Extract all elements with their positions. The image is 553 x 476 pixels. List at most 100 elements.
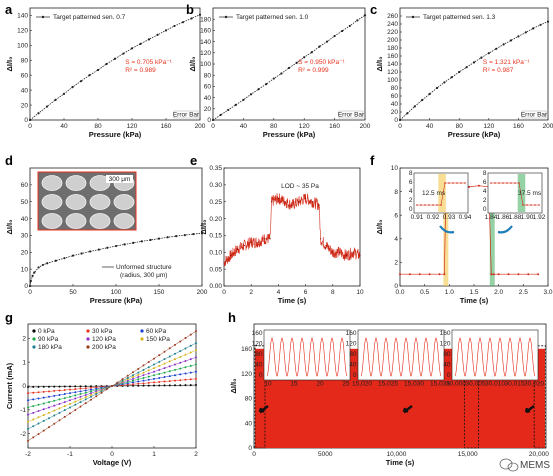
inset-y-tick: 80 — [255, 351, 263, 358]
plot-frame-a — [29, 7, 201, 121]
data-point-g — [147, 381, 150, 384]
y-tick-label: 200 — [387, 37, 398, 44]
x-tick-label: 120 — [299, 123, 310, 130]
data-point-g — [158, 376, 161, 379]
data-point-g — [184, 366, 187, 369]
inset-line — [454, 337, 536, 377]
data-point-a — [130, 47, 134, 50]
inset-y-tick: 6 — [409, 179, 413, 186]
x-tick-label: 120 — [127, 123, 138, 130]
data-point-g — [189, 333, 192, 336]
data-point-g — [37, 416, 40, 419]
data-point-b — [348, 24, 351, 28]
data-point-g — [69, 402, 71, 405]
chart-panel-f: 0.0 0.5 1.0 1.5 2.0 2.5 3.0 0 2 4 6 8 10 Time (s) ΔI/I… — [375, 165, 553, 305]
y-tick-label: 0 — [24, 283, 28, 290]
y-tick-label: 160 — [387, 53, 398, 60]
data-point-g — [32, 385, 35, 388]
inset-point — [464, 182, 466, 184]
data-point-g — [137, 382, 140, 385]
inset-x-tick: 15,035 — [430, 381, 450, 388]
data-point-a — [113, 57, 117, 60]
r-squared-annotation-c: R² = 0.987 — [483, 67, 514, 74]
y-tick-label: 100 — [200, 61, 211, 68]
x-tick-label: 40 — [240, 123, 248, 130]
data-point-f — [428, 273, 431, 276]
data-point-g — [184, 384, 187, 387]
inset-x-tick: 1.90 — [521, 214, 534, 221]
data-point-g — [153, 370, 155, 373]
data-point-f — [443, 273, 446, 276]
inset-x-tick: 15,030 — [404, 381, 424, 388]
data-point-g — [153, 381, 155, 384]
y-tick-label: 2 — [394, 260, 398, 267]
data-point-g — [42, 396, 45, 399]
data-point-g — [111, 385, 113, 387]
inset-x-tick: 0.93 — [443, 214, 456, 221]
data-point-g — [147, 378, 150, 381]
data-point-g — [69, 385, 71, 388]
inset-x-tick: 30,005 — [466, 381, 486, 388]
x-tick-label: 15,000 — [458, 451, 478, 458]
data-point-g — [189, 358, 192, 361]
errorbar-legend-box-c — [521, 110, 547, 119]
lod-annotation: LOD ~ 35 Pa — [281, 183, 319, 190]
inset-x-tick: 20 — [316, 381, 324, 388]
inset-line — [360, 337, 442, 377]
y-axis-label: ΔI/I₀ — [199, 219, 208, 234]
x-tick-label: 8 — [331, 289, 335, 296]
data-point-a — [96, 68, 100, 72]
y-tick-label: 220 — [387, 29, 398, 36]
data-point-g — [153, 374, 155, 377]
data-point-g — [27, 406, 29, 409]
data-point-e — [352, 251, 354, 253]
data-point-g — [69, 399, 71, 402]
data-point-g — [195, 330, 197, 333]
data-point-b — [287, 66, 291, 70]
data-point-d — [80, 252, 83, 255]
data-point-d — [114, 244, 118, 248]
legend-marker-g — [86, 329, 90, 333]
y-tick-label: 20 — [391, 109, 399, 116]
y-tick-label: 0 — [207, 117, 211, 124]
inset-point — [456, 182, 458, 184]
y-axis-label: ΔI/I₀ — [5, 56, 14, 71]
data-point-g — [137, 371, 140, 374]
data-point-c — [406, 112, 409, 115]
x-tick-label: 1 — [152, 451, 156, 458]
legend-entry-g: 0 kPa — [38, 328, 55, 335]
legend-marker-g — [86, 337, 90, 341]
watermark: MEMS — [499, 458, 550, 472]
legend-entry-g: 30 kPa — [92, 328, 113, 335]
data-point-d — [33, 271, 36, 274]
data-point-f — [537, 273, 540, 276]
inset-x-tick: 30,000 — [446, 381, 466, 388]
inset-y-tick: 6 — [483, 179, 487, 186]
errorbar-legend-box-a — [173, 110, 199, 119]
inset-point — [510, 182, 512, 184]
sem-dome — [89, 213, 111, 229]
data-point-a — [198, 13, 202, 16]
data-point-g — [63, 393, 66, 396]
data-point-g — [147, 366, 150, 369]
data-point-g — [189, 384, 192, 387]
data-point-a — [190, 17, 193, 20]
data-point-f — [490, 273, 493, 276]
data-point-d — [166, 236, 169, 239]
data-point-c — [546, 20, 550, 23]
legend-marker-g — [32, 337, 36, 341]
data-point-d — [97, 248, 100, 251]
selection-box — [533, 345, 546, 449]
data-point-g — [37, 432, 40, 435]
data-point-a — [122, 52, 125, 55]
data-point-g — [74, 400, 77, 403]
sensitivity-annotation-c: S = 1.321 kPa⁻¹ — [483, 59, 530, 66]
legend-entry-d-2: (radius, 300 μm) — [120, 272, 167, 279]
data-point-a — [62, 92, 66, 95]
legend-marker-a — [41, 15, 45, 19]
data-point-g — [179, 373, 182, 376]
data-point-c — [524, 31, 527, 34]
legend-entry-g: 200 kPa — [92, 344, 116, 351]
inset-y-tick: 160 — [440, 330, 451, 337]
